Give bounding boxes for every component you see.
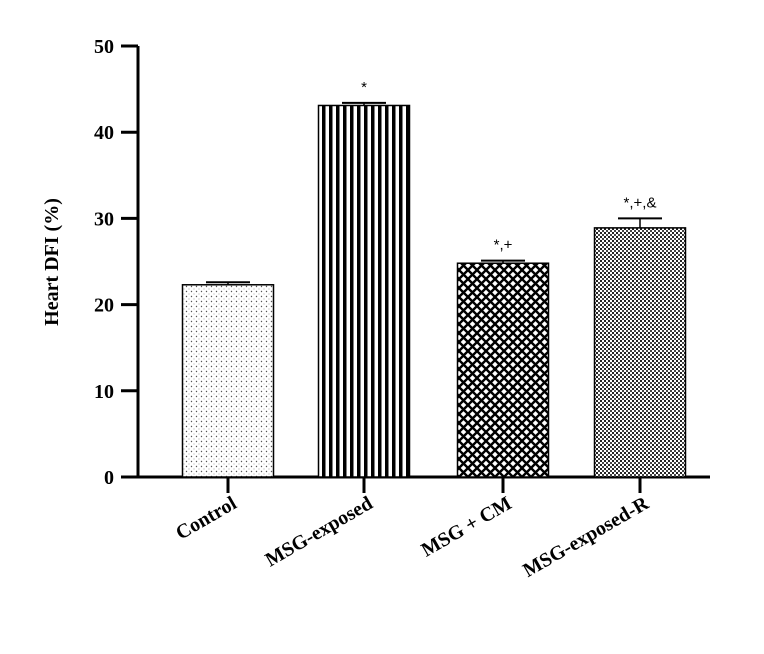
x-tick-label: MSG-exposed-R xyxy=(519,492,653,582)
y-tick-label: 50 xyxy=(94,36,114,58)
x-axis: Control MSG-exposed MSG + CM MSG-exposed-R xyxy=(136,475,710,582)
significance-label: *,+ xyxy=(494,237,513,254)
x-tick-label: MSG + CM xyxy=(418,492,516,561)
bar xyxy=(456,262,550,478)
y-axis: 0 10 20 30 40 50 xyxy=(94,36,140,489)
bar xyxy=(593,227,687,478)
y-tick-label: 40 xyxy=(94,122,114,144)
significance-label: * xyxy=(361,79,367,96)
x-tick-label: MSG-exposed xyxy=(262,492,377,571)
y-tick-label: 20 xyxy=(94,295,114,317)
y-axis-label: Heart DFI (%) xyxy=(41,198,63,326)
x-tick-label: Control xyxy=(172,492,241,544)
bar xyxy=(181,284,275,478)
bars: * *,+ *,+,& xyxy=(181,79,687,478)
bar xyxy=(317,104,411,478)
y-tick-label: 10 xyxy=(94,381,114,403)
y-tick-label: 30 xyxy=(94,208,114,230)
y-tick-label: 0 xyxy=(104,467,114,489)
significance-label: *,+,& xyxy=(624,194,657,211)
